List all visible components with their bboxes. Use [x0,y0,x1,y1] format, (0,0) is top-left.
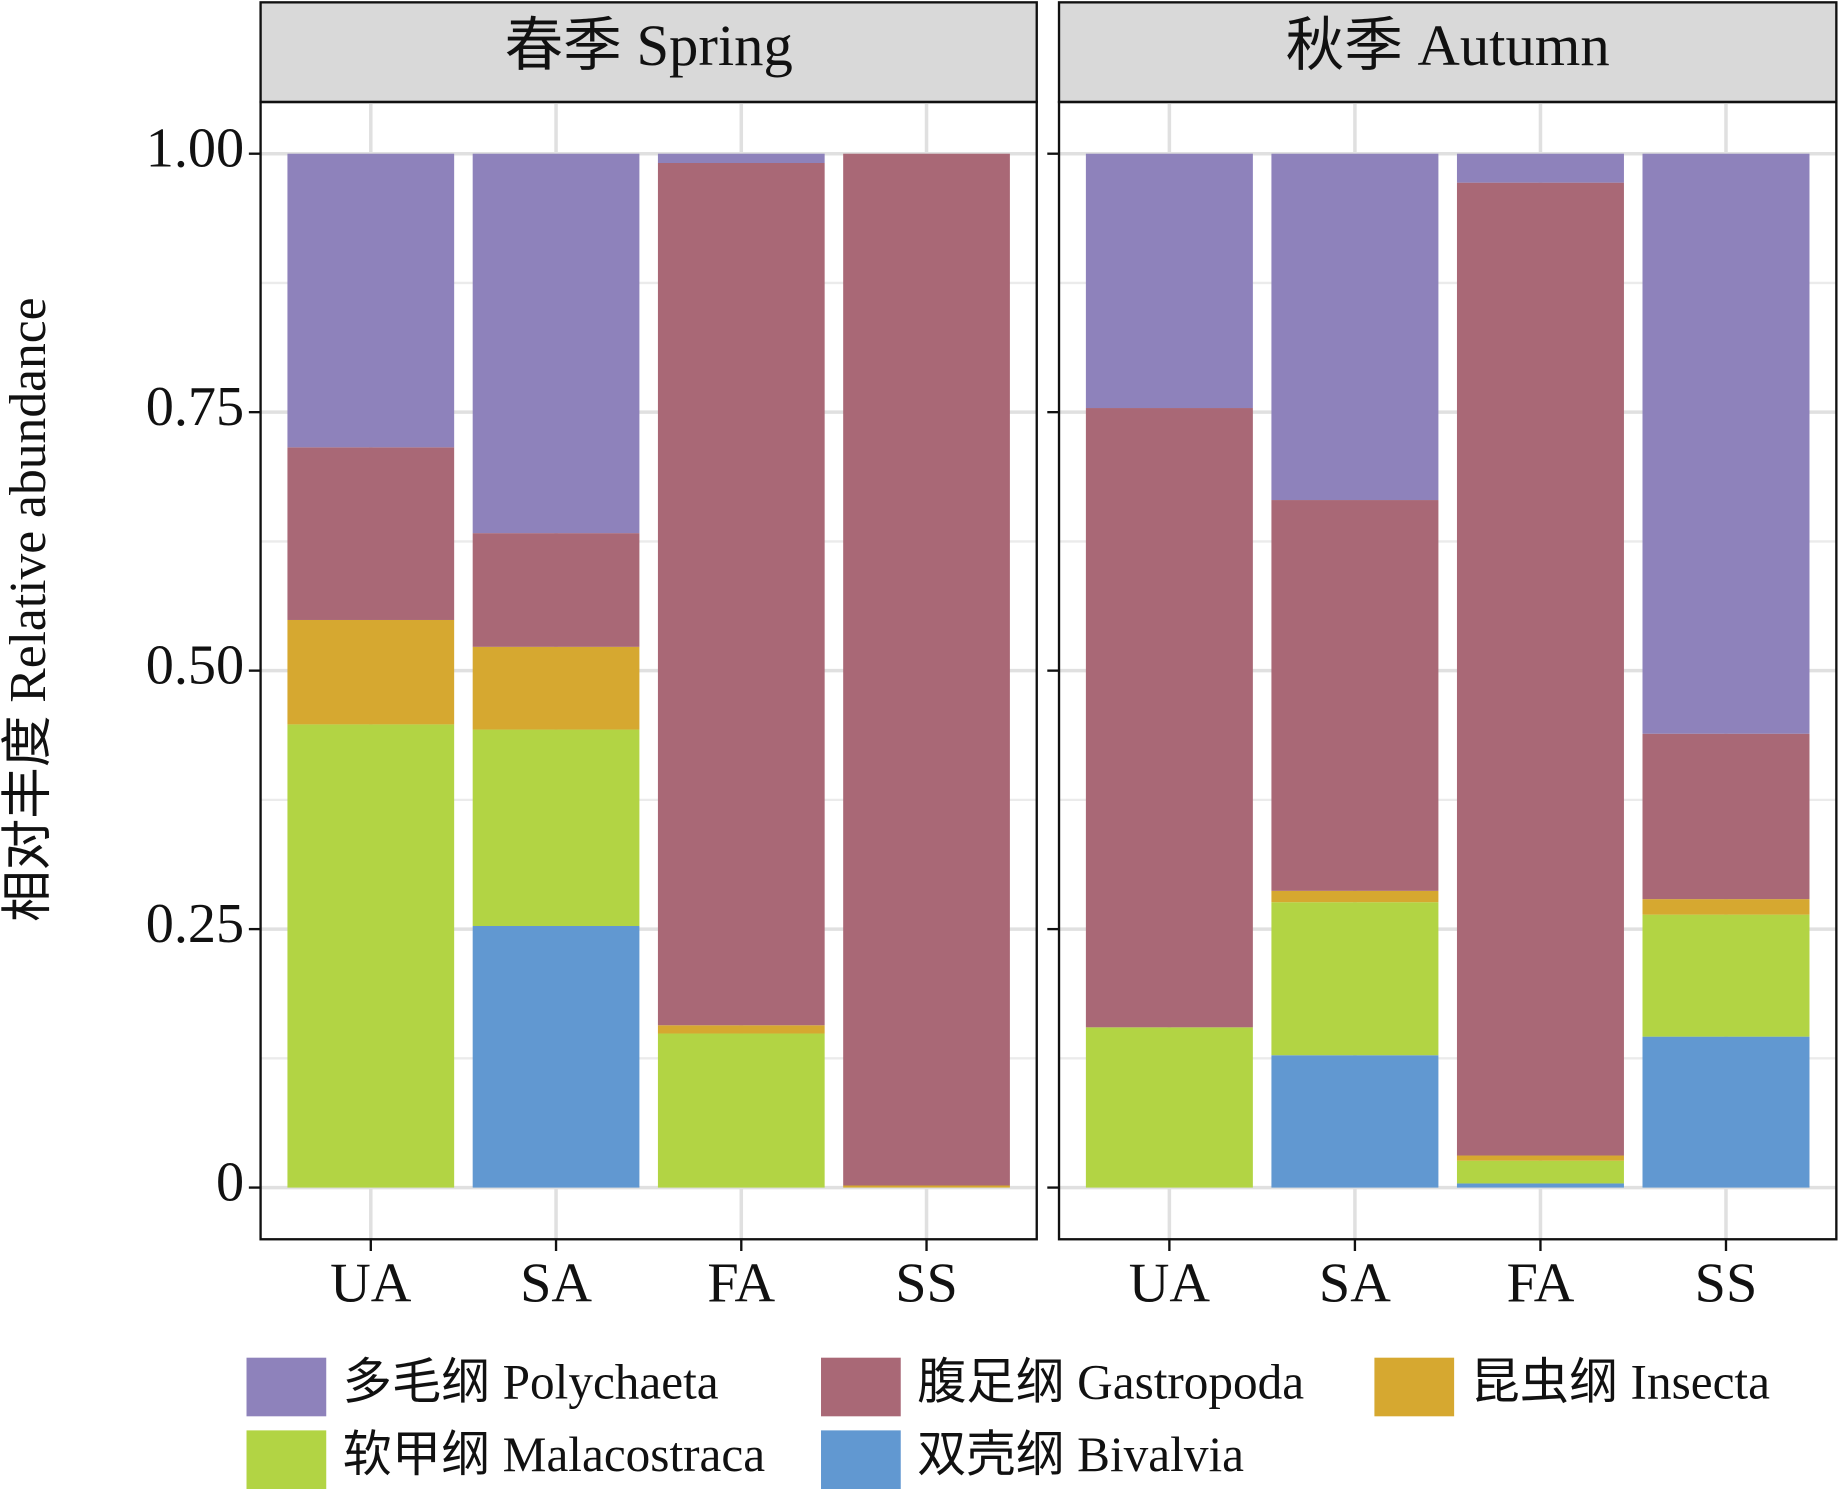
bar-segment [1271,500,1439,891]
bar-segment [1456,153,1624,183]
panel-border [1057,100,1838,1241]
x-tick-label: UA [330,1252,412,1314]
y-tick-label: 0.75 [146,376,244,438]
x-tick-label: SA [520,1252,592,1314]
y-tick-label: 1.00 [146,118,244,180]
x-tick-label: UA [1129,1252,1211,1314]
bar-segment [1271,902,1439,1056]
legend-swatch [1374,1357,1455,1417]
bar-segment [1456,182,1624,1156]
legend-swatch [246,1430,327,1489]
bar-segment [1642,733,1810,900]
y-tick-label: 0 [216,1151,244,1213]
bar-segment [1642,914,1810,1037]
bar-segment [287,619,455,725]
bar-segment [1456,1160,1624,1184]
bar-segment [472,646,640,730]
legend-label: 双壳纲 Bivalvia [917,1427,1244,1482]
bar-segment [1085,1027,1253,1188]
bar-segment [472,533,640,647]
bar-segment [1085,408,1253,1028]
bar-segment [657,163,825,1026]
x-tick-label: SS [895,1252,958,1314]
bar-segment [1456,1183,1624,1188]
strip [259,1,1038,104]
bar-segment [1642,1036,1810,1188]
bar-segment [1271,153,1439,501]
legend-label: 多毛纲 Polychaeta [343,1354,719,1409]
bar-segment [1271,1055,1439,1188]
y-tick-label: 0.50 [146,635,244,697]
bar-segment [843,153,1010,1186]
legend-label: 软甲纲 Malacostraca [343,1427,766,1482]
bar-segment [287,447,455,620]
bar-segment [1642,153,1810,734]
legend-swatch [821,1430,901,1489]
bar-segment [1085,153,1253,409]
bar-segment [1271,890,1439,903]
bar-segment [1456,1155,1624,1161]
panel-title: 秋季 Autumn [1286,13,1610,78]
x-tick-label: FA [707,1252,775,1314]
x-tick-label: SS [1695,1252,1758,1314]
y-axis-title: 相对丰度 Relative abundance [0,297,57,921]
bar-segment [287,724,455,1188]
x-tick-label: FA [1507,1252,1575,1314]
panel-title: 春季 Spring [505,13,793,78]
legend-swatch [246,1357,327,1417]
bar-segment [657,1033,825,1188]
strip [1057,1,1838,104]
bar-segment [472,153,640,534]
bar-segment [287,153,455,448]
legend-swatch [821,1357,901,1417]
legend-label: 昆虫纲 Insecta [1471,1354,1771,1409]
bar-segment [472,729,640,927]
bar-segment [843,1185,1010,1188]
bar-segment [657,1025,825,1034]
panel-border [259,100,1038,1241]
y-tick-label: 0.25 [146,893,244,955]
bar-segment [657,153,825,164]
x-tick-label: SA [1319,1252,1391,1314]
bar-segment [1642,899,1810,915]
legend-label: 腹足纲 Gastropoda [917,1354,1304,1409]
bar-segment [472,926,640,1188]
